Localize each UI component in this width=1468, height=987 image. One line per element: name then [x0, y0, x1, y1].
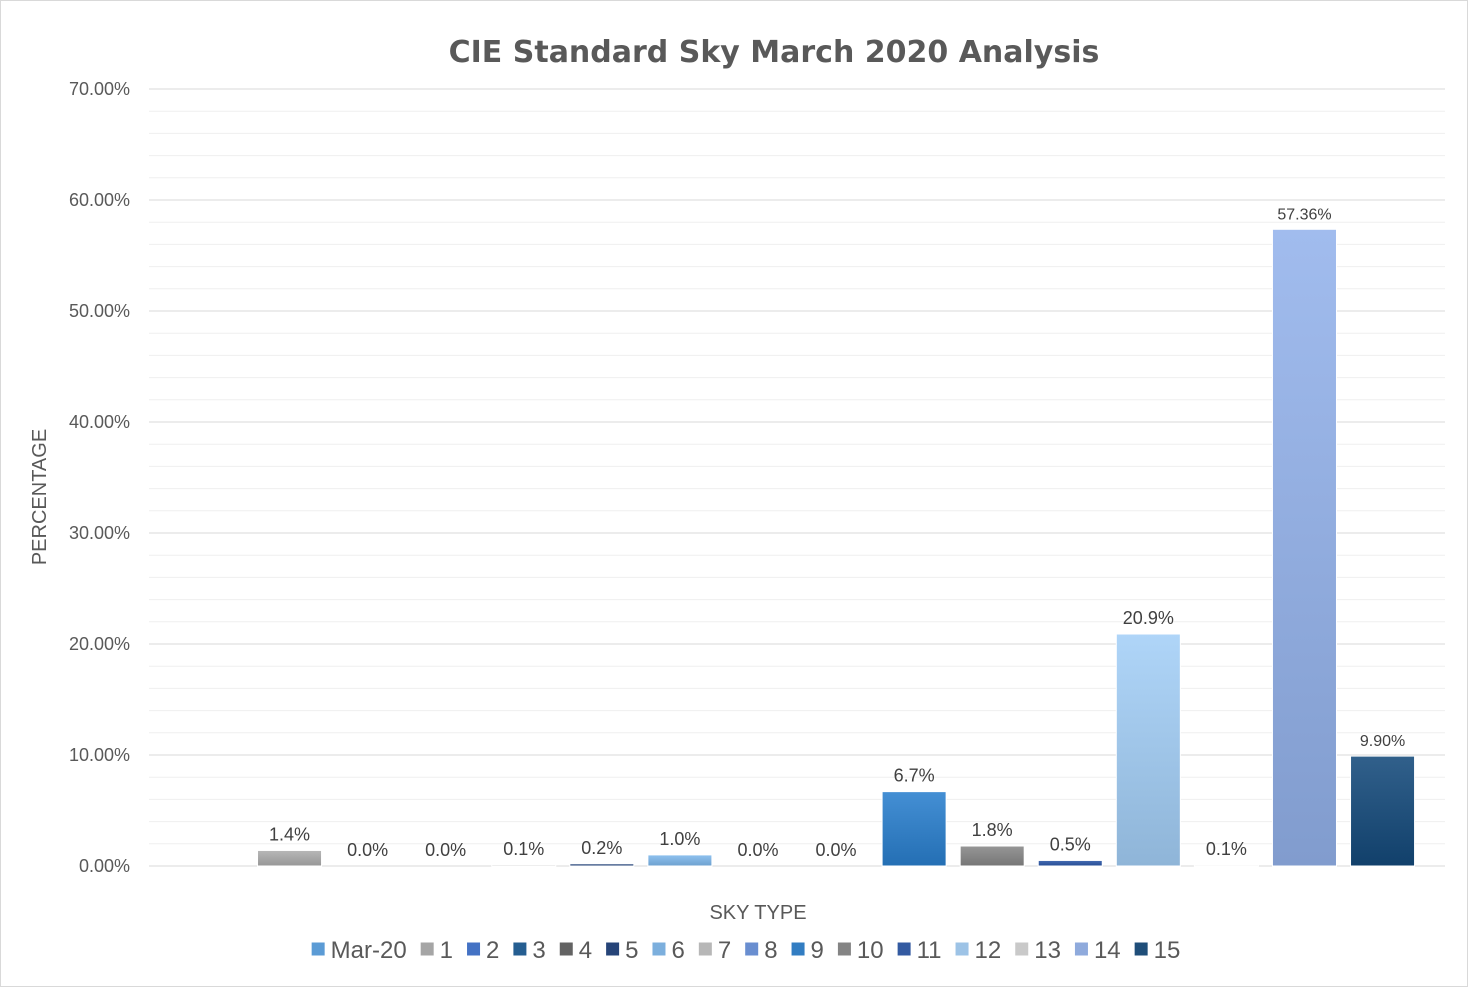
chart-title: CIE Standard Sky March 2020 Analysis: [449, 35, 1100, 70]
legend-label-6: 6: [671, 937, 684, 964]
data-label-15: 9.90%: [1360, 733, 1405, 750]
bar-4: [491, 864, 557, 867]
data-label-13: 0.1%: [1206, 839, 1247, 859]
y-tick-label: 0.00%: [79, 856, 130, 876]
legend-label-14: 14: [1094, 937, 1121, 964]
legend-label-13: 13: [1034, 937, 1061, 964]
data-label-6: 1.0%: [659, 829, 700, 849]
x-axis-title: SKY TYPE: [709, 902, 806, 924]
data-label-5: 0.2%: [581, 838, 622, 858]
legend-label-3: 3: [532, 937, 545, 964]
bar-12: [1115, 633, 1181, 867]
legend-swatch-13: [1015, 942, 1029, 956]
legend-label-1: 1: [440, 937, 453, 964]
bars: [257, 228, 1416, 867]
y-axis-ticks: 0.00% 10.00% 20.00% 30.00% 40.00% 50.00% 60.00…: [69, 79, 130, 876]
legend-label-10: 10: [857, 937, 884, 964]
data-label-3: 0.0%: [425, 840, 466, 860]
data-labels: 1.4% 0.0% 0.0% 0.1% 0.2% 1.0% 0.0% 0.0% 6.7% 1.8%…: [269, 206, 1405, 860]
legend-swatch-2: [467, 942, 481, 956]
legend-swatch-5: [606, 942, 620, 956]
data-label-12: 20.9%: [1123, 608, 1174, 628]
y-tick-label: 40.00%: [69, 412, 130, 432]
legend-swatch-Mar-20: [311, 942, 325, 956]
legend-swatch-4: [559, 942, 573, 956]
data-label-10: 1.8%: [972, 820, 1013, 840]
legend-label-15: 15: [1154, 937, 1181, 964]
y-axis-title: PERCENTAGE: [29, 429, 51, 565]
bar-13: [1193, 864, 1259, 867]
bar-9: [881, 791, 947, 867]
legend-swatch-8: [745, 942, 759, 956]
legend-label-Mar-20: Mar-20: [331, 937, 407, 964]
data-label-7: 0.0%: [737, 840, 778, 860]
bar-10: [959, 845, 1025, 867]
legend: Mar-20 1 2 3 4 5 6 7 8 9 10 11 12 13 14 15: [311, 937, 1181, 964]
data-label-14: 57.36%: [1277, 206, 1331, 223]
legend-swatch-3: [513, 942, 527, 956]
y-tick-label: 70.00%: [69, 79, 130, 99]
data-label-4: 0.1%: [503, 839, 544, 859]
legend-swatch-12: [955, 942, 969, 956]
y-tick-label: 60.00%: [69, 190, 130, 210]
legend-swatch-11: [897, 942, 911, 956]
legend-label-9: 9: [811, 937, 824, 964]
bar-11: [1037, 859, 1103, 867]
gridlines: [149, 88, 1445, 867]
legend-swatch-7: [698, 942, 712, 956]
legend-label-2: 2: [486, 937, 499, 964]
legend-label-11: 11: [917, 937, 942, 964]
y-tick-label: 30.00%: [69, 523, 130, 543]
bar-5: [569, 863, 635, 867]
data-label-8: 0.0%: [816, 840, 857, 860]
bar-6: [647, 854, 713, 867]
legend-swatch-10: [837, 942, 851, 956]
legend-label-8: 8: [764, 937, 777, 964]
legend-swatch-9: [791, 942, 805, 956]
legend-swatch-15: [1134, 942, 1148, 956]
legend-label-5: 5: [625, 937, 638, 964]
legend-label-4: 4: [579, 937, 592, 964]
bar-14: [1271, 228, 1337, 867]
legend-swatch-1: [420, 942, 434, 956]
data-label-9: 6.7%: [894, 766, 935, 786]
y-tick-label: 10.00%: [69, 745, 130, 765]
legend-label-7: 7: [718, 937, 731, 964]
data-label-1: 1.4%: [269, 824, 310, 844]
bar-15: [1350, 755, 1416, 867]
y-tick-label: 20.00%: [69, 634, 130, 654]
legend-swatch-14: [1074, 942, 1088, 956]
bar-1: [257, 849, 323, 867]
data-label-2: 0.0%: [347, 840, 388, 860]
legend-swatch-6: [652, 942, 666, 956]
legend-label-12: 12: [975, 937, 1002, 964]
y-tick-label: 50.00%: [69, 301, 130, 321]
data-label-11: 0.5%: [1050, 834, 1091, 854]
